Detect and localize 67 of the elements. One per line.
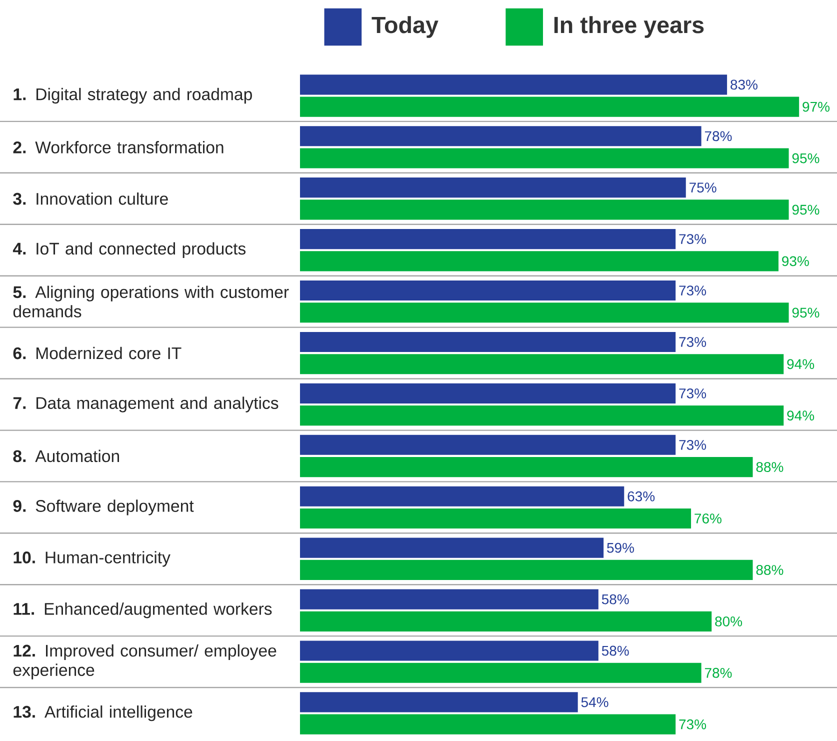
bar	[300, 148, 789, 168]
data-label: 73%	[679, 234, 706, 244]
data-label: 95%	[792, 153, 820, 164]
data-label: 73%	[679, 440, 706, 450]
bar	[300, 434, 676, 455]
y-tick-label: 10. Human-centricity	[14, 551, 170, 567]
data-label: 78%	[704, 668, 732, 678]
data-label: 58%	[602, 594, 629, 604]
data-label: 83%	[730, 80, 758, 90]
y-tick-label: 7. Data management and analytics	[13, 396, 278, 412]
bar	[300, 662, 702, 683]
data-label: 95%	[792, 308, 820, 318]
data-label: 75%	[690, 182, 716, 193]
bar	[300, 251, 778, 272]
bar	[300, 486, 624, 506]
y-tick-label: 2. Workforce transformation	[13, 141, 224, 154]
data-label: 95%	[792, 204, 820, 215]
data-label: 73%	[679, 388, 706, 398]
y-tick-label: 9. Software deployment	[13, 500, 194, 516]
legend-label: Today	[372, 16, 438, 38]
bar	[300, 611, 712, 632]
data-label: 97%	[802, 102, 830, 112]
y-tick-label: 3. Innovation culture	[13, 192, 168, 205]
bar	[300, 406, 784, 426]
bar	[300, 126, 702, 146]
data-label: 59%	[607, 542, 634, 553]
data-label: 88%	[756, 462, 784, 472]
data-label: 73%	[679, 286, 706, 296]
data-label: 93%	[782, 256, 809, 266]
bar	[300, 714, 676, 734]
y-tick-label: 12. Improved consumer/ employee experience	[13, 644, 276, 680]
bar	[300, 354, 784, 374]
data-label: 73%	[679, 719, 706, 730]
bar	[300, 383, 676, 404]
data-label: 58%	[602, 646, 629, 656]
y-tick-label: 5. Aligning operations with customer demands	[13, 286, 289, 318]
bar	[300, 96, 800, 117]
bar	[300, 229, 676, 250]
data-label: 94%	[787, 410, 814, 421]
bar	[300, 640, 598, 661]
legend-label: In three years	[554, 16, 704, 38]
bar	[300, 280, 676, 301]
data-label: 88%	[756, 565, 784, 575]
bar	[300, 508, 692, 529]
data-label: 94%	[787, 359, 814, 370]
bar	[300, 332, 676, 352]
bar	[300, 589, 598, 610]
data-label: 63%	[628, 491, 655, 502]
y-tick-label: 4. IoT and connected products	[12, 242, 246, 258]
y-tick-label: 13. Artificial intelligence	[14, 705, 192, 722]
y-tick-label: 8. Automation	[13, 450, 119, 462]
data-label: 80%	[715, 616, 742, 626]
y-tick-label: 11. Enhanced/augmented workers	[14, 602, 272, 618]
data-label: 73%	[679, 337, 706, 347]
bar	[300, 692, 578, 712]
data-label: 54%	[581, 697, 608, 708]
bar	[300, 538, 604, 558]
data-label: 76%	[694, 514, 722, 524]
y-tick-label: 6. Modernized core IT	[13, 346, 182, 360]
y-tick-label: 1. Digital strategy and roadmap	[14, 88, 252, 104]
bar	[300, 456, 753, 478]
bar	[300, 178, 686, 198]
bar	[300, 200, 789, 220]
bar	[300, 302, 789, 323]
bar	[300, 74, 728, 95]
data-label: 78%	[704, 131, 732, 142]
bar	[300, 560, 753, 580]
